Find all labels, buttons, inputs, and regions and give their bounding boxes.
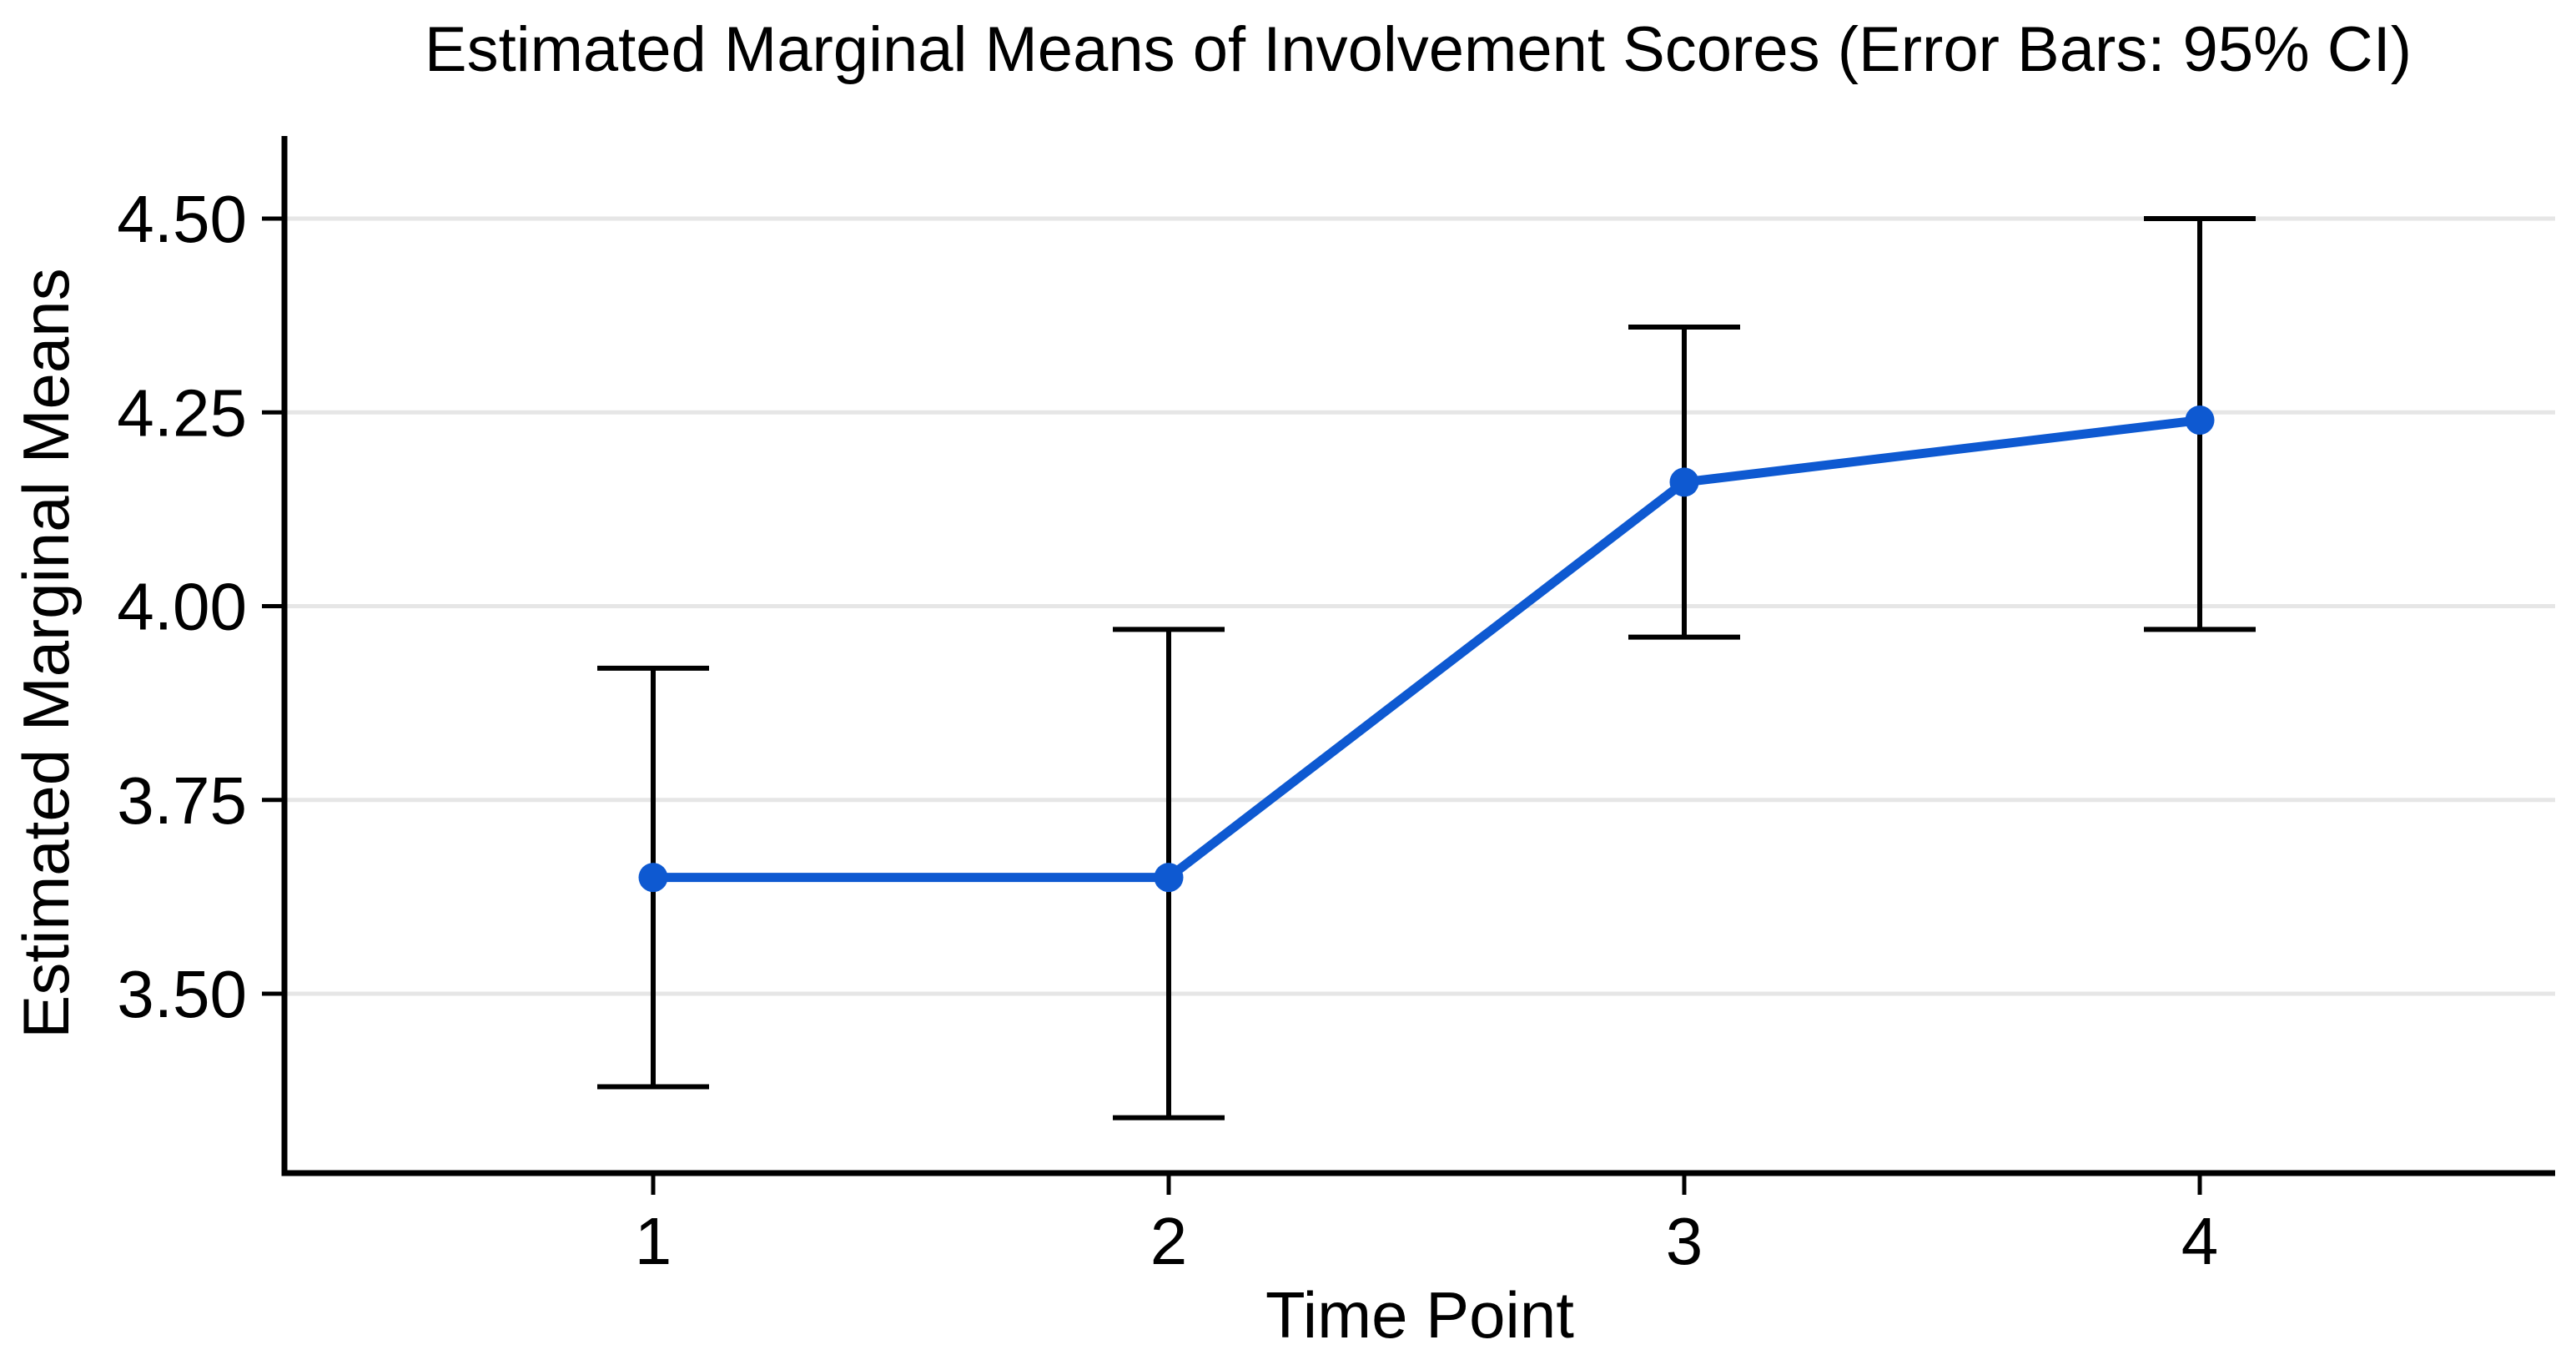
y-tick-label: 4.00	[117, 570, 247, 644]
x-tick-label: 2	[1150, 1204, 1188, 1278]
y-axis-title: Estimated Marginal Means	[9, 268, 83, 1038]
x-tick-label: 1	[635, 1204, 672, 1278]
y-tick-label: 3.50	[117, 957, 247, 1031]
y-tick-label: 4.25	[117, 375, 247, 450]
data-point-marker	[1154, 863, 1184, 893]
chart-title: Estimated Marginal Means of Involvement …	[425, 14, 2412, 85]
series-line	[648, 416, 2205, 883]
data-point-marker	[1669, 467, 1699, 497]
series-line-path	[648, 416, 2205, 883]
tick-labels: 3.50 3.75 4.00 4.25 4.50 1 2 3 4	[117, 182, 2218, 1278]
data-point-marker	[638, 863, 668, 893]
data-point-marker	[2185, 405, 2215, 436]
gridlines	[287, 216, 2555, 996]
x-axis-title: Time Point	[1265, 1278, 1574, 1352]
y-tick-label: 3.75	[117, 763, 247, 838]
axis-ticks	[262, 216, 2202, 1195]
x-tick-label: 4	[2181, 1204, 2219, 1278]
axes	[281, 136, 2555, 1176]
data-points	[638, 405, 2215, 893]
error-bars	[597, 216, 2256, 1121]
y-tick-label: 4.50	[117, 182, 247, 256]
x-tick-label: 3	[1666, 1204, 1703, 1278]
